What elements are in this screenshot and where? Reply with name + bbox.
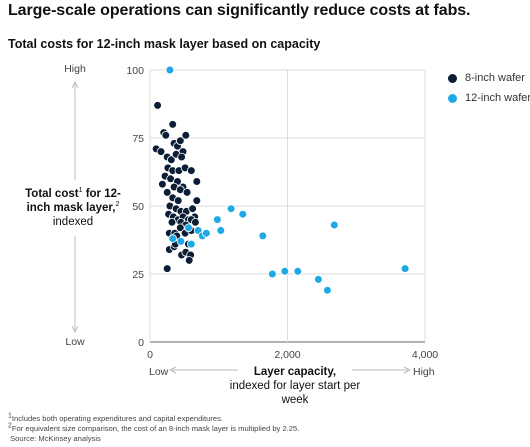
point-8-inch-2: [161, 131, 171, 140]
y-axis-label-tail: indexed: [52, 216, 94, 228]
x-axis-label: Layer capacity, indexed for layer start …: [220, 365, 370, 407]
legend-dot-12-inch: [448, 93, 457, 103]
x-arrow-right-head: [403, 366, 412, 374]
point-8-inch-10: [156, 147, 166, 156]
x-tick-label-0: 0: [147, 349, 153, 361]
chart-title: Total costs for 12-inch mask layer based…: [8, 37, 321, 51]
x-tick-label-4000: 4,000: [412, 349, 438, 361]
point-12-inch-16: [314, 275, 323, 284]
x-axis-label-rest: indexed for layer start per week: [229, 380, 361, 406]
legend-label-12-inch: 12-inch wafer: [465, 92, 530, 104]
tick-labels: 0 25 50 75 100 0 2,000 4,000: [126, 65, 438, 361]
point-12-inch-2: [176, 237, 186, 246]
point-12-inch-0: [165, 65, 175, 75]
headline: Large-scale operations can significantly…: [8, 2, 471, 19]
x-low-label: Low: [149, 366, 169, 378]
point-12-inch-1: [168, 234, 178, 243]
footnotes: 1Includes both operating expenditures an…: [8, 412, 300, 443]
point-8-inch-37: [188, 204, 197, 214]
point-12-inch-18: [329, 220, 339, 230]
point-12-inch-4: [187, 239, 196, 249]
y-arrow-up-head: [71, 80, 79, 89]
point-8-inch-8: [181, 131, 191, 140]
y-axis-label-main2: for 12-inch mask layer,: [26, 188, 121, 214]
y-tick-label-75: 75: [132, 133, 144, 145]
footnote-1-text: Includes both operating expenditures and…: [11, 414, 223, 423]
y-axis-label-sup2: 2: [115, 201, 120, 209]
y-axis-label-sup1: 1: [78, 187, 83, 195]
y-tick-label-50: 50: [132, 201, 144, 213]
point-8-inch-29: [162, 188, 172, 197]
legend-dot-8-inch: [448, 73, 457, 83]
point-12-inch-19: [400, 264, 410, 273]
y-arrow-down-head: [71, 325, 79, 334]
footnote-1: 1Includes both operating expenditures an…: [8, 412, 299, 424]
footnote-1-mark: 1: [8, 412, 12, 420]
point-8-inch-31: [173, 196, 183, 205]
point-12-inch-10: [226, 204, 236, 214]
y-high-label: High: [64, 63, 86, 75]
point-12-inch-7: [202, 228, 211, 238]
y-axis-label-main: Total cost: [25, 188, 79, 200]
source-note: Source: McKinsey analysis: [8, 433, 101, 443]
point-8-inch-65: [184, 256, 194, 265]
y-tick-label-25: 25: [132, 269, 144, 281]
point-8-inch-44: [167, 218, 177, 227]
footnote-2-mark: 2: [8, 422, 12, 430]
legend-item-12-inch: 12-inch wafer: [448, 88, 530, 108]
data-points: [151, 65, 410, 295]
axis-arrows: [71, 80, 412, 374]
point-8-inch-64: [162, 264, 172, 273]
legend-label-8-inch: 8-inch wafer: [465, 72, 525, 84]
point-8-inch-48: [191, 218, 200, 227]
point-8-inch-0: [153, 101, 162, 110]
point-8-inch-12: [167, 155, 176, 165]
footnote-2-text: For equivalent size comparison, the cost…: [11, 423, 300, 433]
point-8-inch-14: [177, 152, 186, 162]
point-12-inch-13: [268, 269, 277, 279]
point-8-inch-19: [187, 166, 196, 175]
point-8-inch-28: [182, 188, 192, 197]
x-arrow-left-head: [168, 366, 177, 374]
point-8-inch-3: [168, 120, 178, 129]
point-12-inch-12: [258, 231, 268, 241]
x-tick-label-2000: 2,000: [274, 349, 300, 361]
y-low-label: Low: [65, 336, 85, 348]
legend-item-8-inch: 8-inch wafer: [448, 68, 530, 88]
point-12-inch-8: [213, 215, 222, 224]
point-8-inch-25: [158, 179, 167, 189]
point-8-inch-24: [192, 177, 202, 186]
point-12-inch-9: [216, 226, 226, 235]
point-12-inch-3: [184, 223, 193, 233]
legend: 8-inch wafer 12-inch wafer: [448, 68, 530, 108]
footnote-2: 2For equivalent size comparison, the cos…: [8, 422, 300, 434]
point-8-inch-6: [176, 136, 185, 146]
point-8-inch-32: [192, 196, 202, 205]
y-tick-label-100: 100: [126, 65, 144, 77]
x-high-label: High: [413, 366, 435, 378]
y-tick-label-0: 0: [138, 337, 144, 349]
point-12-inch-17: [323, 285, 332, 295]
y-axis-label: Total cost1 for 12-inch mask layer,2 ind…: [18, 187, 128, 229]
point-12-inch-14: [280, 266, 290, 276]
point-12-inch-11: [238, 209, 248, 219]
point-12-inch-15: [293, 266, 303, 276]
x-axis-label-main: Layer capacity,: [253, 366, 337, 378]
